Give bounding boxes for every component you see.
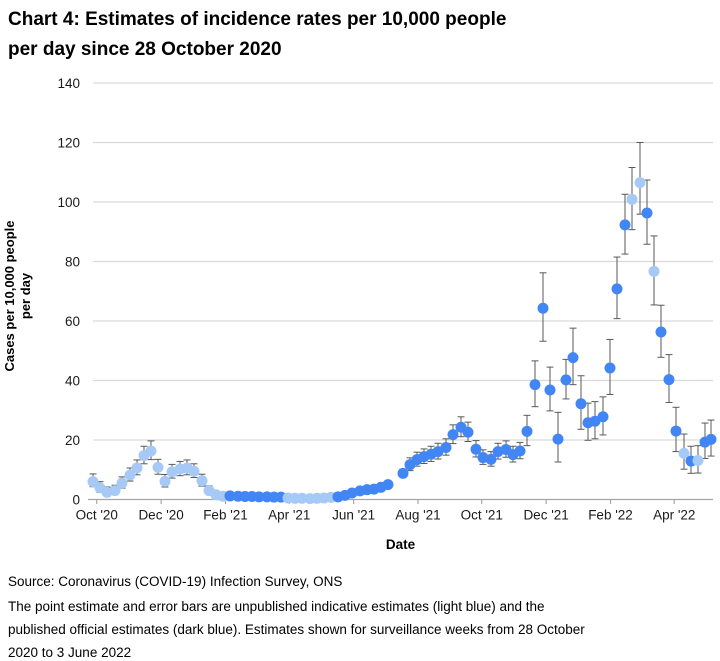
x-tick-label: Dec '20 xyxy=(138,508,183,523)
data-point-indicative xyxy=(188,465,200,477)
chart-title: Chart 4: Estimates of incidence rates pe… xyxy=(8,5,698,65)
x-tick-label: Feb '22 xyxy=(588,508,633,523)
x-tick-label: Feb '21 xyxy=(203,508,248,523)
data-point-official xyxy=(253,491,265,503)
data-point-indicative xyxy=(296,492,308,504)
data-point-indicative xyxy=(116,477,128,489)
data-point-official xyxy=(521,425,533,437)
y-tick-label: 140 xyxy=(57,76,80,91)
source-line: Source: Coronavirus (COVID-19) Infection… xyxy=(8,574,343,589)
data-point-official xyxy=(544,384,556,396)
data-point-indicative xyxy=(678,447,690,459)
data-point-official xyxy=(663,374,675,386)
chart-title-line2: per day since 28 October 2020 xyxy=(8,39,282,60)
y-tick-label: 80 xyxy=(65,255,80,270)
y-tick-label: 100 xyxy=(57,195,80,210)
data-point-indicative xyxy=(131,462,143,474)
data-point-official xyxy=(514,445,526,457)
data-point-official xyxy=(462,426,474,438)
data-point-indicative xyxy=(145,445,157,457)
data-point-indicative xyxy=(648,265,660,277)
y-tick-label: 20 xyxy=(65,433,80,448)
data-point-official xyxy=(655,326,667,338)
x-tick-label: Oct '21 xyxy=(461,508,503,523)
data-point-official xyxy=(485,453,497,465)
data-point-official xyxy=(397,467,409,479)
data-point-indicative xyxy=(692,455,704,467)
x-tick-label: Aug '21 xyxy=(395,508,440,523)
data-point-official xyxy=(641,207,653,219)
data-point-official xyxy=(224,490,236,502)
x-tick-label: Jun '21 xyxy=(332,508,375,523)
data-point-official xyxy=(552,433,564,445)
data-point-indicative xyxy=(196,475,208,487)
x-axis-title: Date xyxy=(385,537,416,552)
data-point-official xyxy=(440,441,452,453)
data-point-official xyxy=(575,398,587,410)
data-point-official xyxy=(619,219,631,231)
data-point-indicative xyxy=(159,475,171,487)
data-point-indicative xyxy=(634,177,646,189)
x-tick-label: Oct '20 xyxy=(76,508,118,523)
data-point-indicative xyxy=(626,193,638,205)
data-point-official xyxy=(470,443,482,455)
data-point-official xyxy=(560,374,572,386)
data-point-official xyxy=(537,302,549,314)
data-point-indicative xyxy=(109,485,121,497)
footer: Source: Coronavirus (COVID-19) Infection… xyxy=(8,570,708,661)
data-point-official xyxy=(382,479,394,491)
y-tick-label: 60 xyxy=(65,314,80,329)
data-point-indicative xyxy=(152,461,164,473)
data-point-official xyxy=(604,362,616,374)
y-tick-label: 40 xyxy=(65,374,80,389)
data-point-official xyxy=(611,283,623,295)
data-point-indicative xyxy=(124,469,136,481)
x-tick-label: Apr '22 xyxy=(653,508,695,523)
chart-title-line1: Chart 4: Estimates of incidence rates pe… xyxy=(8,9,507,30)
data-point-official xyxy=(705,433,717,445)
data-point-official xyxy=(597,411,609,423)
data-point-official xyxy=(670,425,682,437)
scatter-plot: 0 20 40 60 80 100 120 140 Oct '20 Dec '20 Feb '21 A… xyxy=(57,76,717,523)
data-point-official xyxy=(529,379,541,391)
footnote: The point estimate and error bars are un… xyxy=(8,599,585,660)
x-tick-label: Apr '21 xyxy=(268,508,310,523)
y-tick-label: 0 xyxy=(72,493,80,508)
x-tick-label: Dec '21 xyxy=(523,508,568,523)
y-tick-label: 120 xyxy=(57,136,80,151)
data-point-official xyxy=(589,415,601,427)
data-point-official xyxy=(447,429,459,441)
data-point-indicative xyxy=(87,476,99,488)
data-point-official xyxy=(567,352,579,364)
